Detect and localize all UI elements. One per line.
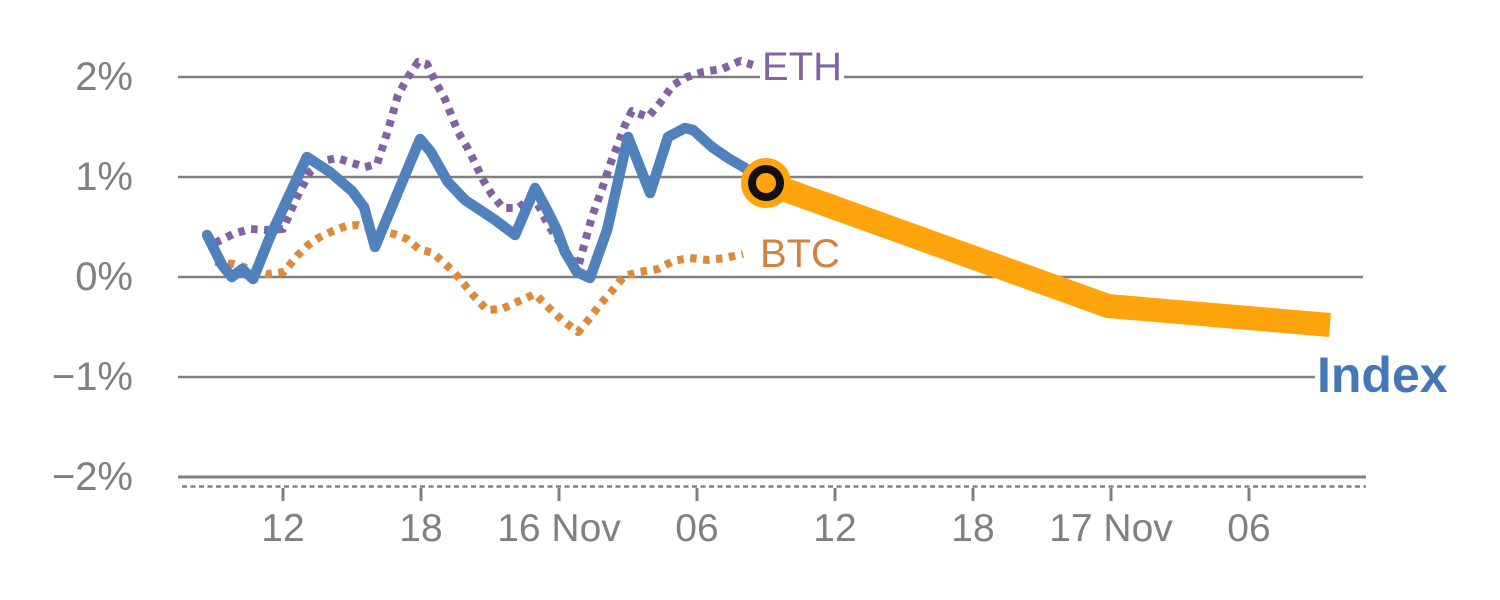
x-tick-label: 06 xyxy=(675,507,719,550)
x-tick-label: 12 xyxy=(261,507,305,550)
x-tick-label: 16 Nov xyxy=(497,507,621,550)
marker-ring xyxy=(748,165,784,201)
x-tick-label: 18 xyxy=(951,507,995,550)
series-line-index xyxy=(201,122,772,285)
y-tick-label: −2% xyxy=(51,455,133,499)
y-tick-label: 2% xyxy=(75,55,133,99)
y-tick-label: 1% xyxy=(75,155,133,199)
x-tick-label: 12 xyxy=(813,507,857,550)
btc-series-label: BTC xyxy=(757,232,842,276)
x-tick-label: 17 Nov xyxy=(1049,507,1173,550)
x-tick-label: 06 xyxy=(1227,507,1271,550)
series-lines xyxy=(201,57,1332,337)
series-line-btc xyxy=(214,221,744,336)
x-axis xyxy=(178,475,1366,501)
y-tick-label: 0% xyxy=(75,255,133,299)
forecast-start-marker xyxy=(741,158,791,208)
series-line-index-forecast xyxy=(761,171,1332,337)
eth-series-label: ETH xyxy=(760,45,845,89)
series-line-eth xyxy=(213,57,755,271)
x-tick-label: 18 xyxy=(399,507,443,550)
y-tick-label: −1% xyxy=(51,355,133,399)
index-series-label: Index xyxy=(1315,347,1450,403)
